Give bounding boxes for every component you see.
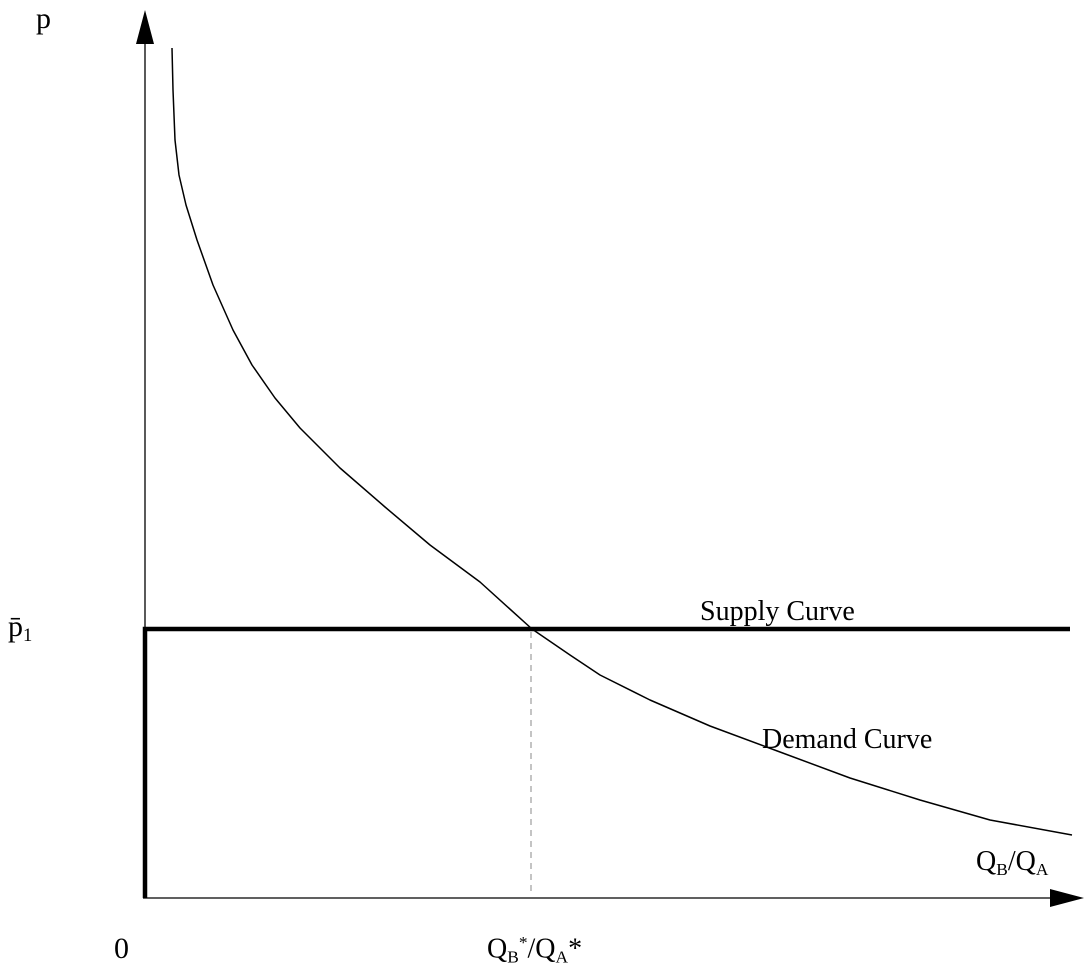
- supply-curve: [142, 626, 1070, 898]
- x-axis-arrowhead: [1050, 889, 1084, 907]
- x-axis-label: QB/QA: [976, 846, 1049, 879]
- equilibrium-quantity-label: QB*/QA*: [487, 933, 583, 967]
- supply-curve-label: Supply Curve: [700, 596, 855, 627]
- y-axis-arrowhead: [136, 10, 154, 44]
- demand-curve: [171, 47, 1073, 836]
- origin-label: 0: [114, 932, 129, 965]
- demand-curve-label: Demand Curve: [762, 724, 933, 755]
- price-level-label: p̄1: [8, 610, 33, 647]
- y-axis-label: p: [36, 2, 51, 35]
